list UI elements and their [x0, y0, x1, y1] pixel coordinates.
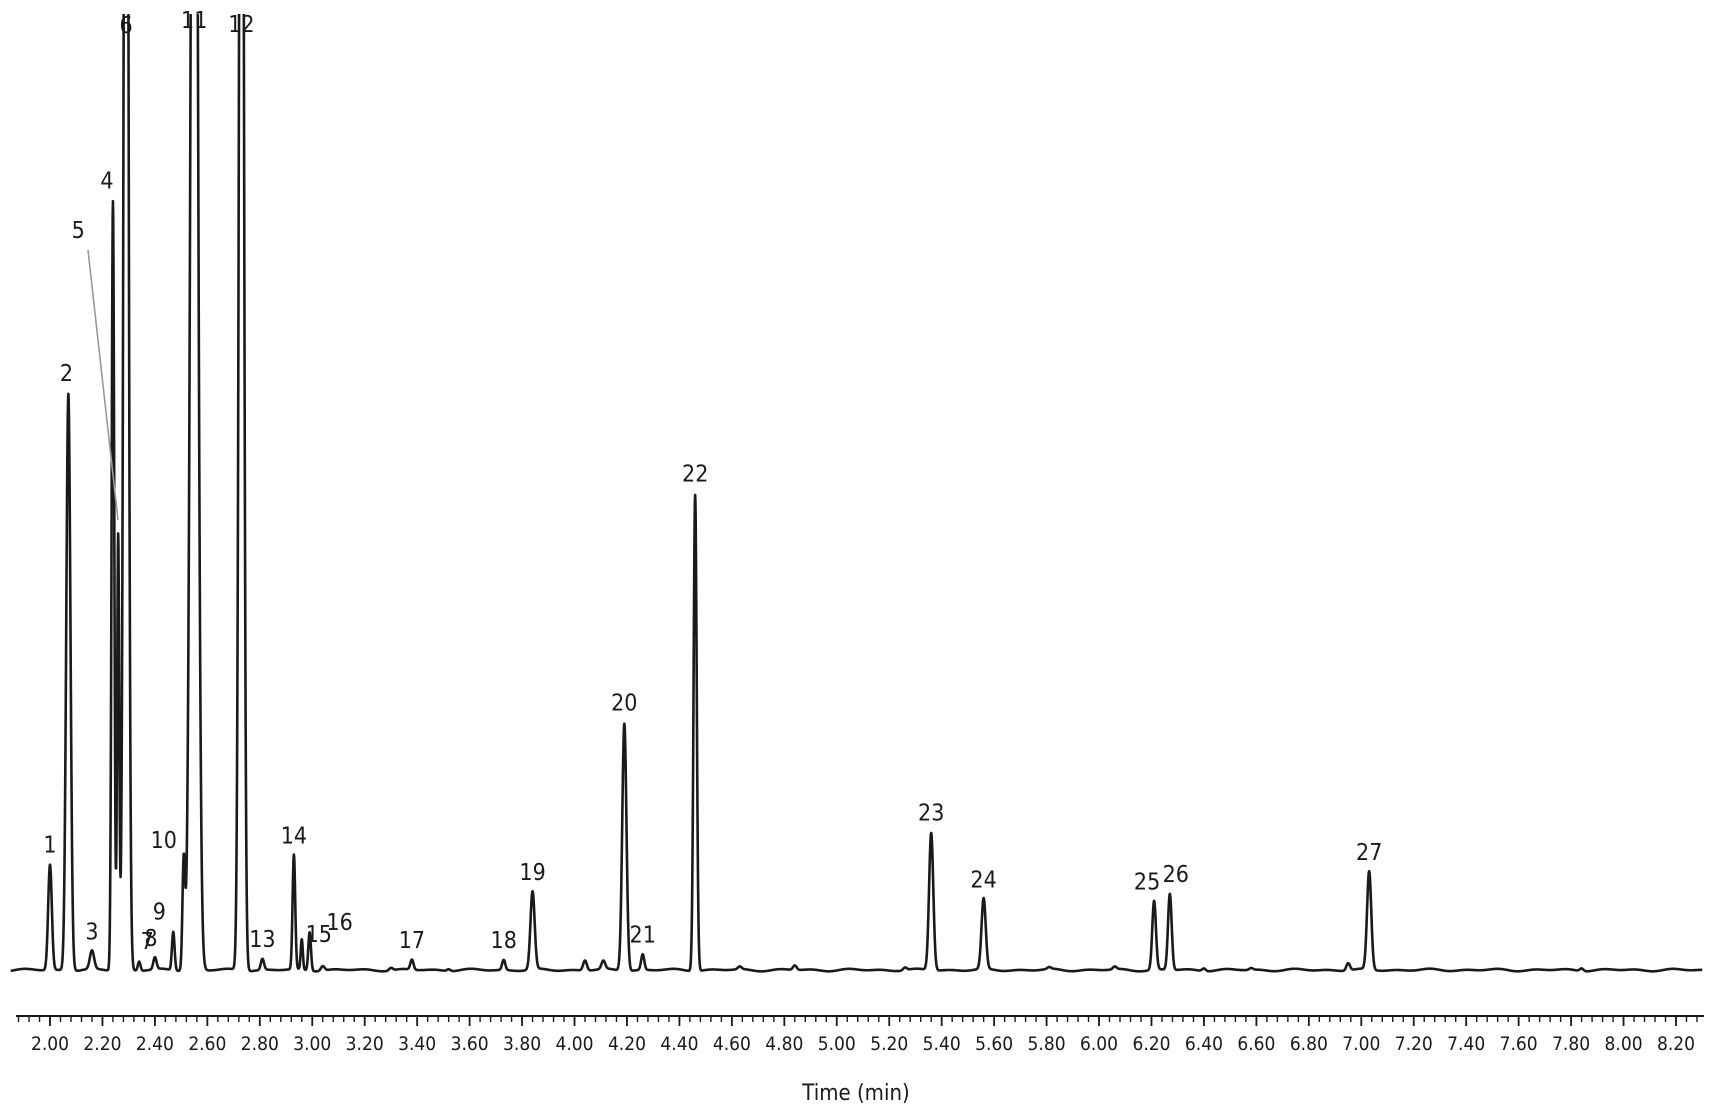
x-tick-label: 2.80	[241, 1033, 279, 1055]
peak-label-23: 23	[918, 801, 944, 827]
peak-label-16: 16	[326, 910, 352, 936]
x-tick-label: 5.40	[923, 1033, 961, 1055]
x-tick-label: 5.80	[1028, 1033, 1066, 1055]
peak-label-12: 12	[228, 12, 254, 38]
peak-label-22: 22	[682, 462, 708, 488]
x-tick-label: 3.80	[503, 1033, 541, 1055]
peak-label-7: 7	[141, 929, 154, 955]
x-tick-label: 4.20	[608, 1033, 646, 1055]
peak-label-25: 25	[1134, 869, 1160, 895]
x-tick-label: 5.20	[870, 1033, 908, 1055]
x-tick-label: 3.60	[451, 1033, 489, 1055]
x-tick-label: 7.80	[1552, 1033, 1590, 1055]
x-tick-label: 6.20	[1132, 1033, 1170, 1055]
peak-label-19: 19	[519, 860, 545, 886]
peak-label-6: 6	[120, 13, 133, 39]
chromatogram-trace	[9, 14, 1704, 973]
peak-5-leader-line	[87, 249, 119, 521]
peak-label-11: 11	[181, 8, 207, 34]
x-tick-label: 6.60	[1237, 1033, 1275, 1055]
peak-label-8: 8	[144, 926, 157, 952]
x-tick-label: 6.00	[1080, 1033, 1118, 1055]
peak-label-18: 18	[491, 928, 517, 954]
x-tick-label: 6.80	[1290, 1033, 1328, 1055]
x-tick-label: 3.00	[293, 1033, 331, 1055]
x-tick-label: 7.20	[1395, 1033, 1433, 1055]
x-tick-label: 4.40	[660, 1033, 698, 1055]
peak-label-5: 5	[72, 218, 85, 244]
peak-label-2: 2	[60, 361, 73, 387]
x-tick-label: 7.60	[1500, 1033, 1538, 1055]
x-tick-label: 5.60	[975, 1033, 1013, 1055]
x-tick-label: 8.20	[1657, 1033, 1695, 1055]
x-tick-label: 5.00	[818, 1033, 856, 1055]
x-tick-label: 3.20	[346, 1033, 384, 1055]
x-tick-label: 6.40	[1185, 1033, 1223, 1055]
x-tick-label: 2.00	[31, 1033, 69, 1055]
peak-label-24: 24	[970, 868, 996, 894]
peak-label-1: 1	[43, 833, 56, 859]
x-tick-label: 2.60	[188, 1033, 226, 1055]
x-tick-label: 7.00	[1342, 1033, 1380, 1055]
peak-label-9: 9	[153, 900, 166, 926]
peak-label-15: 15	[306, 922, 332, 948]
peak-label-4: 4	[100, 169, 113, 195]
x-tick-label: 4.60	[713, 1033, 751, 1055]
peak-label-20: 20	[611, 691, 637, 717]
x-tick-label: 2.40	[136, 1033, 174, 1055]
peak-label-26: 26	[1163, 862, 1189, 888]
x-axis-title: Time (min)	[801, 1081, 909, 1106]
peak-label-17: 17	[399, 928, 425, 954]
peak-label-3: 3	[85, 920, 98, 946]
x-tick-label: 7.40	[1447, 1033, 1485, 1055]
x-tick-label: 4.00	[555, 1033, 593, 1055]
x-tick-label: 2.20	[83, 1033, 121, 1055]
peak-label-27: 27	[1356, 840, 1382, 866]
peak-label-10: 10	[151, 828, 177, 854]
x-tick-label: 3.40	[398, 1033, 436, 1055]
peak-label-13: 13	[249, 927, 275, 953]
x-tick-label: 8.00	[1605, 1033, 1643, 1055]
x-tick-label: 4.80	[765, 1033, 803, 1055]
peak-label-21: 21	[630, 922, 656, 948]
peak-label-14: 14	[281, 824, 307, 850]
